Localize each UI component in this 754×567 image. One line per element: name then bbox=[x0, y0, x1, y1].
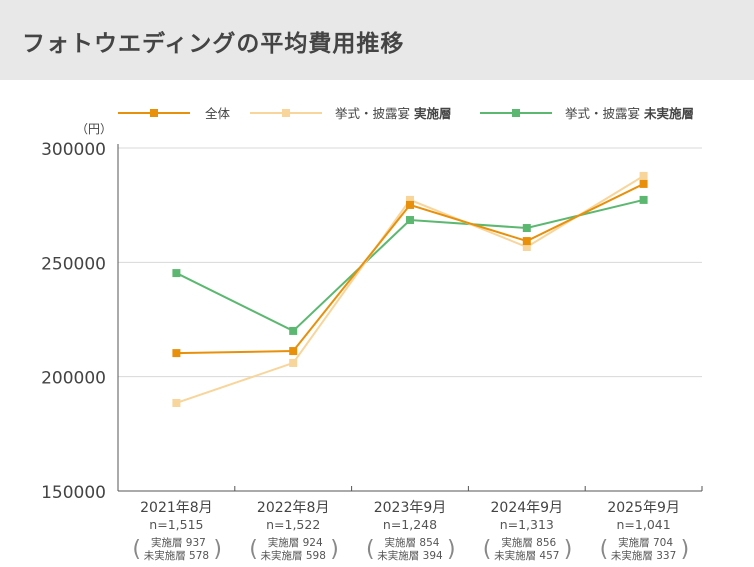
data-point bbox=[639, 179, 648, 188]
data-point bbox=[522, 237, 531, 246]
series-line bbox=[176, 175, 645, 404]
paren-left: ( bbox=[249, 537, 258, 562]
y-tick-label: 150000 bbox=[41, 483, 106, 503]
legend-label: 挙式・披露宴 未実施層 bbox=[565, 106, 694, 121]
sample-size-label: n=1,313 bbox=[500, 517, 554, 532]
sub-sample-not-held: 未実施層 598 bbox=[261, 549, 326, 562]
sub-sample-not-held: 未実施層 578 bbox=[144, 549, 209, 562]
legend-marker bbox=[150, 109, 158, 117]
sample-size-label: n=1,515 bbox=[149, 517, 203, 532]
data-point bbox=[522, 243, 531, 252]
paren-right: ) bbox=[213, 537, 222, 562]
data-point bbox=[639, 171, 648, 180]
sub-sample-held: 実施層 704 bbox=[618, 536, 673, 549]
sample-size-label: n=1,041 bbox=[617, 517, 671, 532]
sample-size-label: n=1,248 bbox=[383, 517, 437, 532]
legend-label-text: 挙式・披露宴 bbox=[335, 106, 414, 121]
paren-left: ( bbox=[600, 537, 609, 562]
sub-sample-not-held: 未実施層 337 bbox=[611, 549, 676, 562]
header-bar: フォトウエディングの平均費用推移 bbox=[0, 0, 754, 80]
legend-marker bbox=[512, 109, 520, 117]
sub-sample-not-held: 未実施層 457 bbox=[494, 549, 559, 562]
paren-right: ) bbox=[564, 537, 573, 562]
data-point bbox=[172, 398, 181, 407]
data-point bbox=[289, 358, 298, 367]
sub-sample-held: 実施層 854 bbox=[385, 536, 440, 549]
y-axis-unit: （円） bbox=[76, 122, 112, 136]
paren-left: ( bbox=[366, 537, 375, 562]
legend-marker bbox=[282, 109, 290, 117]
data-point bbox=[172, 269, 181, 278]
x-tick-label: 2021年8月 bbox=[140, 500, 213, 516]
sub-sample-held: 実施層 924 bbox=[268, 536, 323, 549]
x-tick-label: 2023年9月 bbox=[374, 500, 447, 516]
page-title: フォトウエディングの平均費用推移 bbox=[22, 31, 405, 57]
series-line bbox=[176, 183, 645, 355]
paren-right: ) bbox=[447, 537, 456, 562]
x-tick-label: 2025年9月 bbox=[607, 500, 680, 516]
paren-right: ) bbox=[330, 537, 339, 562]
legend-label-bold: 未実施層 bbox=[643, 106, 694, 121]
legend-label: 全体 bbox=[205, 106, 231, 121]
legend-label-text: 挙式・披露宴 bbox=[565, 106, 644, 121]
sample-size-label: n=1,522 bbox=[266, 517, 320, 532]
data-point bbox=[406, 216, 414, 225]
paren-right: ) bbox=[681, 537, 690, 562]
legend-label-text: 全体 bbox=[205, 106, 231, 121]
legend-label: 挙式・披露宴 実施層 bbox=[335, 106, 452, 121]
paren-left: ( bbox=[483, 537, 492, 562]
paren-left: ( bbox=[132, 537, 141, 562]
data-point bbox=[172, 349, 181, 358]
data-point bbox=[522, 224, 531, 233]
data-point bbox=[639, 195, 648, 204]
y-tick-label: 300000 bbox=[41, 140, 106, 160]
data-point bbox=[289, 326, 298, 335]
data-point bbox=[289, 347, 298, 356]
legend-label-bold: 実施層 bbox=[414, 106, 452, 121]
data-point bbox=[406, 200, 414, 209]
y-tick-label: 250000 bbox=[41, 254, 106, 274]
x-tick-label: 2022年8月 bbox=[257, 500, 330, 516]
sub-sample-held: 実施層 937 bbox=[151, 536, 206, 549]
data-point bbox=[406, 195, 414, 204]
sub-sample-held: 実施層 856 bbox=[501, 536, 556, 549]
x-tick-label: 2024年9月 bbox=[491, 500, 564, 516]
sub-sample-not-held: 未実施層 394 bbox=[377, 549, 443, 562]
y-tick-label: 200000 bbox=[41, 369, 106, 389]
